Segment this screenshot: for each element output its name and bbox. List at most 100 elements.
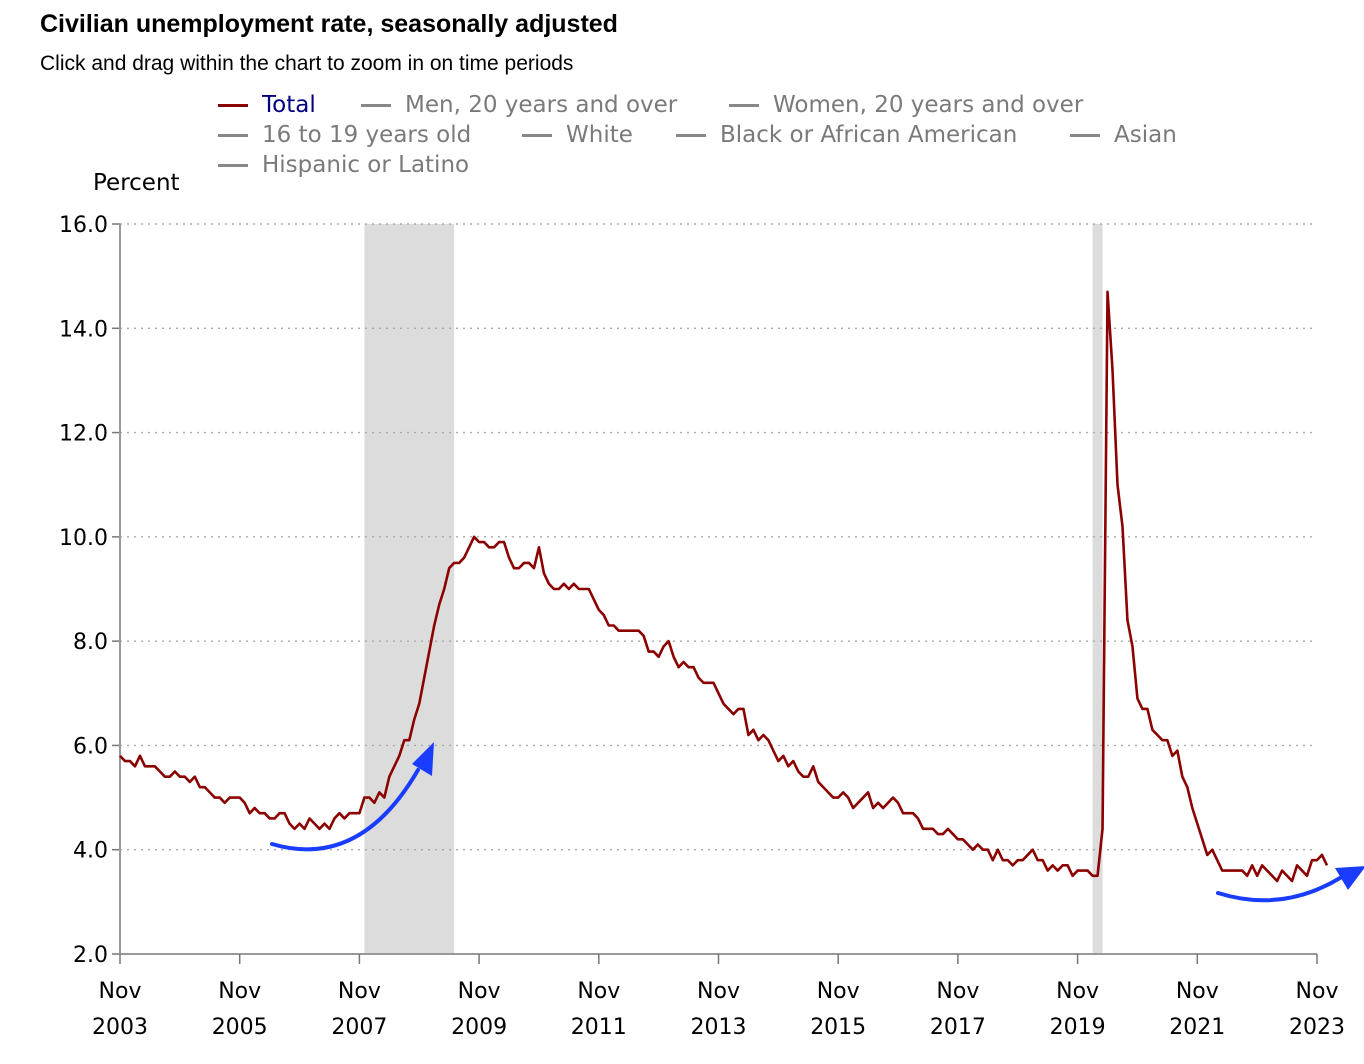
data-point bbox=[890, 795, 896, 801]
data-point bbox=[456, 560, 462, 566]
data-point bbox=[930, 826, 936, 832]
data-point bbox=[1274, 878, 1280, 884]
legend-swatch bbox=[676, 133, 706, 137]
data-point bbox=[1269, 873, 1275, 879]
data-point bbox=[391, 763, 397, 769]
legend-label: Black or African American bbox=[720, 122, 1018, 148]
legend-swatch bbox=[218, 103, 248, 107]
data-point bbox=[1289, 878, 1295, 884]
legend-item-asian[interactable]: Asian bbox=[1070, 122, 1177, 148]
legend-item-women[interactable]: Women, 20 years and over bbox=[729, 92, 1083, 118]
data-point bbox=[207, 789, 213, 795]
data-point bbox=[506, 555, 512, 561]
legend-item-total[interactable]: Total bbox=[218, 92, 316, 118]
data-point bbox=[1284, 873, 1290, 879]
data-point bbox=[1100, 826, 1106, 832]
x-tick-label: Nov bbox=[1176, 979, 1219, 1004]
data-point bbox=[945, 826, 951, 832]
data-point bbox=[1110, 367, 1116, 373]
data-point bbox=[1095, 873, 1101, 879]
legend-item-teens[interactable]: 16 to 19 years old bbox=[218, 122, 471, 148]
data-point bbox=[297, 821, 303, 827]
data-point bbox=[252, 805, 258, 811]
y-tick-label: 12.0 bbox=[59, 422, 108, 447]
data-point bbox=[745, 732, 751, 738]
data-point bbox=[312, 821, 318, 827]
legend-item-men[interactable]: Men, 20 years and over bbox=[361, 92, 677, 118]
x-tick-label: 2013 bbox=[691, 1015, 747, 1040]
data-point bbox=[466, 544, 472, 550]
data-point bbox=[691, 664, 697, 670]
data-point bbox=[1204, 852, 1210, 858]
data-point bbox=[730, 711, 736, 717]
data-point bbox=[1105, 289, 1111, 295]
x-tick-label: Nov bbox=[1296, 979, 1339, 1004]
data-point bbox=[1199, 836, 1205, 842]
y-tick-label: 10.0 bbox=[59, 526, 108, 551]
data-point bbox=[611, 623, 617, 629]
data-point bbox=[172, 769, 178, 775]
legend-item-hispanic[interactable]: Hispanic or Latino bbox=[218, 152, 469, 178]
data-point bbox=[137, 753, 143, 759]
data-point bbox=[855, 800, 861, 806]
x-tick-label: 2015 bbox=[810, 1015, 866, 1040]
data-point bbox=[825, 789, 831, 795]
data-point bbox=[1209, 847, 1215, 853]
data-point bbox=[152, 763, 158, 769]
data-point bbox=[247, 810, 253, 816]
data-point bbox=[1189, 805, 1195, 811]
data-point bbox=[760, 732, 766, 738]
data-point bbox=[431, 623, 437, 629]
data-point bbox=[541, 570, 547, 576]
y-tick-label: 4.0 bbox=[73, 839, 108, 864]
data-point bbox=[1314, 857, 1320, 863]
data-point bbox=[681, 659, 687, 665]
data-point bbox=[566, 586, 572, 592]
y-tick-label: 6.0 bbox=[73, 734, 108, 759]
legend-item-white[interactable]: White bbox=[522, 122, 633, 148]
legend-label: 16 to 19 years old bbox=[262, 122, 472, 148]
data-point bbox=[725, 706, 731, 712]
data-point bbox=[1040, 857, 1046, 863]
data-point bbox=[556, 586, 562, 592]
legend-item-black[interactable]: Black or African American bbox=[676, 122, 1017, 148]
data-point bbox=[780, 753, 786, 759]
data-point bbox=[750, 727, 756, 733]
data-point bbox=[865, 789, 871, 795]
data-point bbox=[546, 581, 552, 587]
data-point bbox=[381, 795, 387, 801]
data-point bbox=[1294, 862, 1300, 868]
data-point bbox=[870, 805, 876, 811]
data-point bbox=[157, 769, 163, 775]
data-point bbox=[1279, 868, 1285, 874]
data-point bbox=[1324, 862, 1330, 868]
data-point bbox=[302, 826, 308, 832]
data-point bbox=[1214, 857, 1220, 863]
y-tick-label: 8.0 bbox=[73, 630, 108, 655]
chart-subtitle: Click and drag within the chart to zoom … bbox=[40, 52, 574, 75]
series-layer bbox=[119, 289, 1330, 884]
y-tick-label: 14.0 bbox=[59, 317, 108, 342]
data-point bbox=[1010, 862, 1016, 868]
data-point bbox=[985, 847, 991, 853]
data-point bbox=[1119, 523, 1125, 529]
data-point bbox=[770, 748, 776, 754]
data-point bbox=[317, 826, 323, 832]
data-point bbox=[1239, 868, 1245, 874]
y-axis-title: Percent bbox=[93, 170, 180, 196]
data-point bbox=[326, 826, 332, 832]
data-point bbox=[1319, 852, 1325, 858]
x-tick-label: 2019 bbox=[1050, 1015, 1106, 1040]
data-point bbox=[1124, 617, 1130, 623]
y-tick-label: 2.0 bbox=[73, 943, 108, 968]
data-point bbox=[516, 565, 522, 571]
data-point bbox=[446, 565, 452, 571]
legend-label: Total bbox=[262, 92, 316, 118]
data-point bbox=[237, 795, 243, 801]
data-point bbox=[396, 753, 402, 759]
series-line-total bbox=[119, 290, 1329, 883]
data-point bbox=[765, 737, 771, 743]
annotation-arrow-2023 bbox=[1216, 876, 1342, 903]
gridlines bbox=[120, 223, 1317, 851]
